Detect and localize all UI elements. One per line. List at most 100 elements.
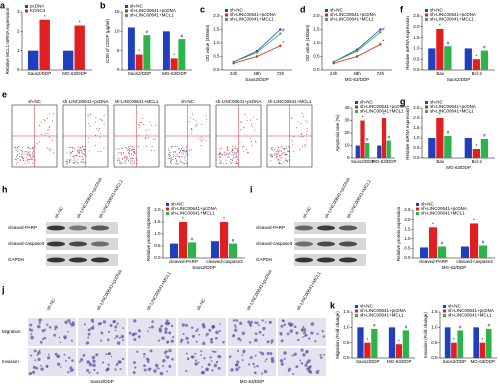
flow-event [74, 154, 76, 156]
flow-event [26, 157, 28, 159]
cell [37, 324, 41, 329]
flow-event [176, 161, 178, 163]
cell [292, 372, 295, 375]
y-tick-label: 1.0 [343, 325, 350, 330]
y-tick-label: 1.5 [413, 35, 420, 40]
legend-label: sh-LINC00641+pcDNA [430, 104, 476, 109]
point [255, 51, 259, 54]
bar [428, 48, 436, 70]
cell [249, 356, 253, 359]
flow-event [300, 132, 302, 134]
y-tick-label: 0 [17, 67, 20, 72]
image-row-label: Invasion [2, 359, 19, 364]
flow-event [228, 152, 230, 154]
legend-swatch [166, 203, 169, 206]
flow-event [118, 159, 120, 161]
blot-band [295, 257, 313, 263]
cell [143, 368, 147, 372]
significance-mark: # [146, 29, 149, 34]
flow-event [88, 137, 90, 139]
bar [62, 50, 74, 70]
cell [37, 357, 41, 362]
legend-swatch [425, 105, 428, 109]
point [332, 60, 335, 64]
flow-event [236, 156, 238, 158]
legend-swatch [355, 101, 358, 104]
bar [143, 35, 151, 70]
flow-event [47, 129, 49, 131]
flow-event [25, 151, 27, 153]
flow-event [223, 154, 225, 156]
flow-event [39, 141, 41, 143]
flow-event [182, 151, 184, 153]
flow-event [19, 150, 21, 152]
x-tick-label: Saos2/DDP [351, 159, 375, 164]
flow-event [67, 161, 69, 163]
cell [248, 341, 252, 344]
flow-event [48, 125, 50, 127]
x-tick-label: Bax [436, 159, 445, 164]
flow-event [128, 148, 130, 150]
flow-event [285, 160, 287, 162]
flow-event [229, 161, 231, 163]
cell [207, 363, 211, 367]
flow-event [52, 113, 54, 115]
y-tick-label: 0.5 [313, 54, 320, 59]
bar [472, 59, 480, 70]
legend-label: sh-LINC00641+pcDNA [448, 308, 494, 313]
legend-label: sh-NC [430, 100, 444, 105]
cell [156, 366, 159, 369]
flow-event [28, 155, 30, 157]
cell [315, 370, 320, 375]
cell [112, 320, 116, 324]
flow-event [168, 152, 170, 154]
flow-event [66, 152, 68, 154]
blot-band [47, 241, 65, 247]
y-tick-label: 2.0 [413, 115, 420, 120]
significance-mark: * [453, 337, 455, 342]
flow-event [99, 118, 101, 120]
flow-event [186, 145, 188, 147]
flow-event [297, 120, 299, 122]
cell [137, 329, 141, 333]
bar [219, 222, 229, 258]
bar [479, 342, 486, 358]
flow-event [291, 140, 293, 142]
bar [436, 28, 444, 70]
flow-event [27, 146, 29, 148]
bar [480, 50, 488, 70]
flow-event [88, 150, 90, 152]
cell [28, 328, 32, 331]
flow-event [118, 157, 120, 159]
y-tick-label: 2 [17, 29, 20, 34]
flow-event [219, 152, 221, 154]
flow-event [192, 113, 194, 115]
cell [300, 362, 304, 365]
flow-event [27, 160, 29, 162]
flow-event [223, 162, 225, 164]
cell [46, 323, 49, 326]
flow-event [178, 152, 180, 154]
flow-event [170, 161, 172, 163]
legend-label: sh-LINC00641+pcDNA [360, 308, 406, 313]
bar [457, 330, 464, 358]
x-tick-label: Saos2/DDP [442, 359, 466, 364]
cell [262, 334, 265, 337]
cell [289, 329, 293, 333]
flow-event [190, 116, 192, 118]
cell [200, 371, 204, 375]
flow-event [233, 153, 235, 155]
flow-event [236, 150, 238, 152]
flow-event [184, 157, 186, 159]
flow-event [21, 149, 23, 151]
cell [254, 332, 258, 335]
flow-event [148, 129, 150, 131]
flow-event [76, 150, 78, 152]
legend-label: sh-LINC00641+MCL1 [330, 17, 374, 22]
y-tick-label: 2.0 [154, 207, 161, 212]
flow-event [227, 150, 229, 152]
flow-event [101, 120, 103, 122]
flow-event [306, 130, 308, 132]
cell [92, 363, 96, 368]
cell [264, 360, 267, 363]
